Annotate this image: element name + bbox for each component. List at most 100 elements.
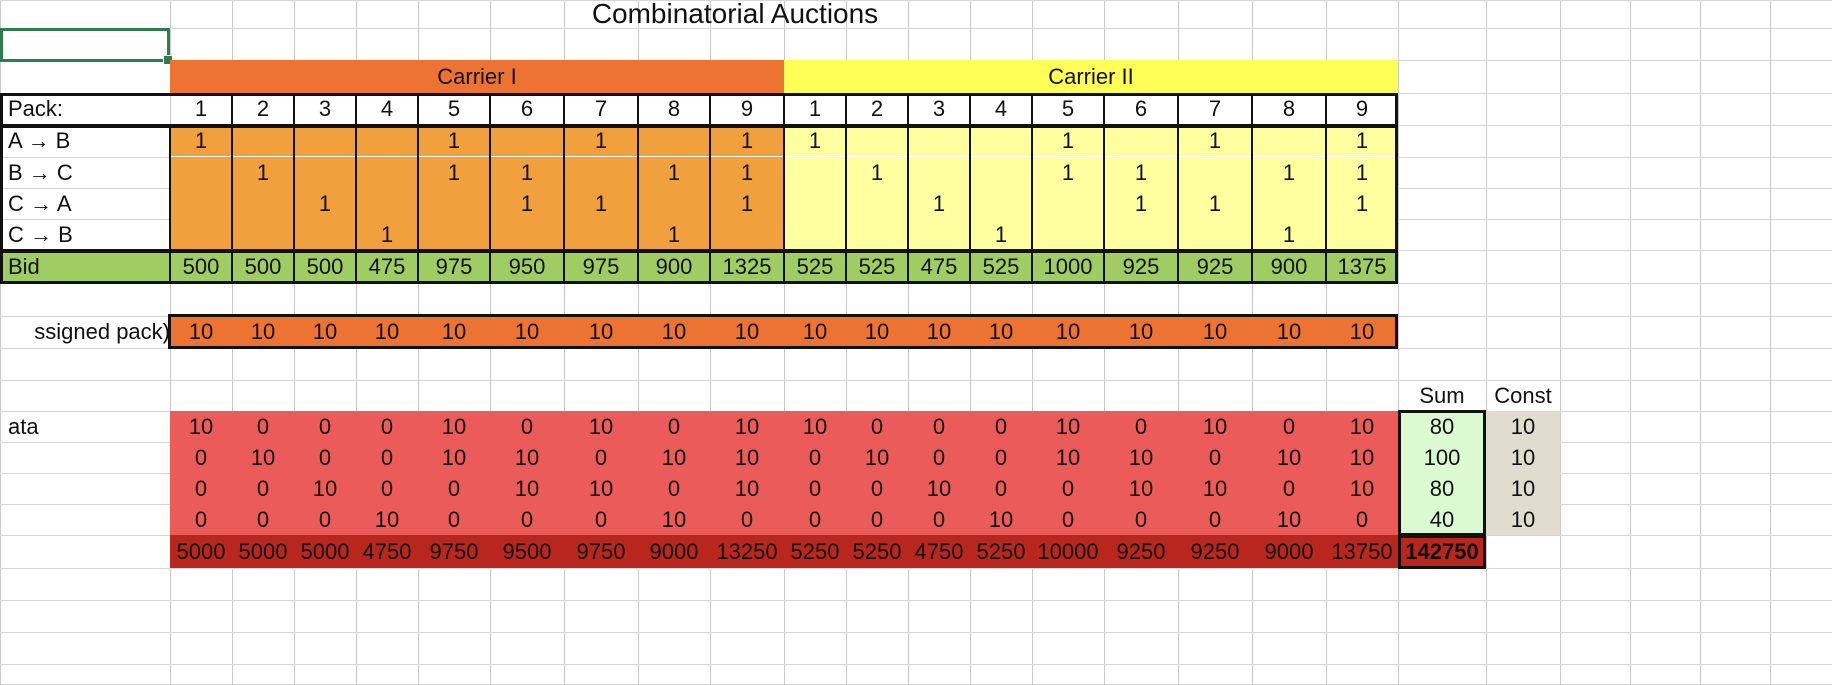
- assigned-cell[interactable]: 10: [1104, 316, 1178, 348]
- assigned-cell[interactable]: 10: [908, 316, 970, 348]
- data-cell[interactable]: 0: [356, 411, 418, 442]
- pack-number[interactable]: 9: [740, 96, 754, 121]
- route-cell[interactable]: 1: [638, 157, 710, 188]
- assigned-cell[interactable]: 10: [970, 316, 1032, 348]
- assigned-cell[interactable]: 10: [784, 316, 846, 348]
- data-cell[interactable]: 0: [564, 504, 638, 535]
- const-cell[interactable]: 10: [1486, 473, 1560, 504]
- pack-number[interactable]: 7: [594, 96, 608, 121]
- route-cell[interactable]: 1: [564, 188, 638, 219]
- bid-cell[interactable]: 975: [418, 250, 490, 283]
- pack-number[interactable]: 4: [380, 96, 394, 121]
- data-cell[interactable]: 0: [232, 411, 294, 442]
- total-cell[interactable]: 9750: [564, 535, 638, 568]
- total-cell[interactable]: 13250: [710, 535, 784, 568]
- route-cell[interactable]: 1: [638, 219, 710, 250]
- route-cell[interactable]: [908, 125, 970, 156]
- data-cell[interactable]: 10: [418, 411, 490, 442]
- data-cell[interactable]: 10: [710, 473, 784, 504]
- bid-cell[interactable]: 925: [1104, 250, 1178, 283]
- const-cell[interactable]: 10: [1486, 504, 1560, 535]
- pack-number[interactable]: 6: [1134, 96, 1148, 121]
- route-cell[interactable]: [846, 188, 908, 219]
- bid-cell[interactable]: 500: [232, 250, 294, 283]
- data-cell[interactable]: 0: [490, 411, 564, 442]
- bid-cell[interactable]: 525: [846, 250, 908, 283]
- bid-cell[interactable]: 900: [1252, 250, 1326, 283]
- data-cell[interactable]: 10: [564, 473, 638, 504]
- route-cell[interactable]: [784, 188, 846, 219]
- route-cell[interactable]: [1104, 219, 1178, 250]
- data-cell[interactable]: 10: [1252, 504, 1326, 535]
- data-cell[interactable]: 0: [232, 504, 294, 535]
- route-cell[interactable]: 1: [1104, 188, 1178, 219]
- pack-number[interactable]: 8: [667, 96, 681, 121]
- data-cell[interactable]: 10: [710, 411, 784, 442]
- data-cell[interactable]: 0: [908, 504, 970, 535]
- data-cell[interactable]: 10: [356, 504, 418, 535]
- route-cell[interactable]: [1326, 219, 1398, 250]
- route-cell[interactable]: [232, 219, 294, 250]
- bid-cell[interactable]: 900: [638, 250, 710, 283]
- data-cell[interactable]: 10: [1326, 442, 1398, 473]
- route-cell[interactable]: 1: [1326, 188, 1398, 219]
- route-cell[interactable]: [638, 125, 710, 156]
- assigned-cell[interactable]: 10: [170, 316, 232, 348]
- sum-cell[interactable]: 80: [1398, 473, 1486, 504]
- route-cell[interactable]: [1032, 219, 1104, 250]
- data-cell[interactable]: 10: [638, 504, 710, 535]
- route-cell[interactable]: 1: [908, 188, 970, 219]
- data-cell[interactable]: 10: [638, 442, 710, 473]
- pack-number[interactable]: 3: [318, 96, 332, 121]
- assigned-cell[interactable]: 10: [356, 316, 418, 348]
- pack-number[interactable]: 1: [808, 96, 822, 121]
- route-cell[interactable]: [784, 157, 846, 188]
- data-cell[interactable]: 0: [1252, 473, 1326, 504]
- total-cell[interactable]: 13750: [1326, 535, 1398, 568]
- route-cell[interactable]: [356, 125, 418, 156]
- pack-number[interactable]: 6: [520, 96, 534, 121]
- data-cell[interactable]: 0: [232, 473, 294, 504]
- sum-cell[interactable]: 100: [1398, 442, 1486, 473]
- pack-number[interactable]: 4: [994, 96, 1008, 121]
- route-cell[interactable]: 1: [784, 125, 846, 156]
- data-cell[interactable]: 10: [1178, 473, 1252, 504]
- data-cell[interactable]: 0: [564, 442, 638, 473]
- total-cell[interactable]: 9000: [1252, 535, 1326, 568]
- data-cell[interactable]: 0: [170, 504, 232, 535]
- route-cell[interactable]: [710, 219, 784, 250]
- total-cell[interactable]: 5000: [294, 535, 356, 568]
- data-cell[interactable]: 0: [294, 411, 356, 442]
- bid-cell[interactable]: 1375: [1326, 250, 1398, 283]
- route-cell[interactable]: 1: [1104, 157, 1178, 188]
- data-cell[interactable]: 0: [1178, 442, 1252, 473]
- sum-cell[interactable]: 40: [1398, 504, 1486, 535]
- data-cell[interactable]: 0: [170, 442, 232, 473]
- assigned-cell[interactable]: 10: [294, 316, 356, 348]
- route-cell[interactable]: [1178, 157, 1252, 188]
- assigned-cell[interactable]: 10: [418, 316, 490, 348]
- data-cell[interactable]: 0: [846, 504, 908, 535]
- total-cell[interactable]: 5000: [170, 535, 232, 568]
- route-label[interactable]: B → C: [8, 159, 73, 185]
- assigned-cell[interactable]: 10: [490, 316, 564, 348]
- total-cell[interactable]: 9250: [1104, 535, 1178, 568]
- bid-cell[interactable]: 525: [970, 250, 1032, 283]
- data-cell[interactable]: 10: [232, 442, 294, 473]
- pack-number[interactable]: 2: [256, 96, 270, 121]
- data-cell[interactable]: 10: [170, 411, 232, 442]
- route-cell[interactable]: 1: [490, 188, 564, 219]
- data-cell[interactable]: 0: [1252, 411, 1326, 442]
- data-cell[interactable]: 0: [170, 473, 232, 504]
- bid-cell[interactable]: 950: [490, 250, 564, 283]
- data-cell[interactable]: 10: [710, 442, 784, 473]
- route-cell[interactable]: 1: [1326, 125, 1398, 156]
- total-cell[interactable]: 5250: [970, 535, 1032, 568]
- route-cell[interactable]: 1: [1032, 125, 1104, 156]
- data-cell[interactable]: 0: [418, 473, 490, 504]
- route-cell[interactable]: 1: [1252, 157, 1326, 188]
- total-cell[interactable]: 9750: [418, 535, 490, 568]
- route-cell[interactable]: [970, 157, 1032, 188]
- pack-number[interactable]: 7: [1208, 96, 1222, 121]
- bid-cell[interactable]: 1000: [1032, 250, 1104, 283]
